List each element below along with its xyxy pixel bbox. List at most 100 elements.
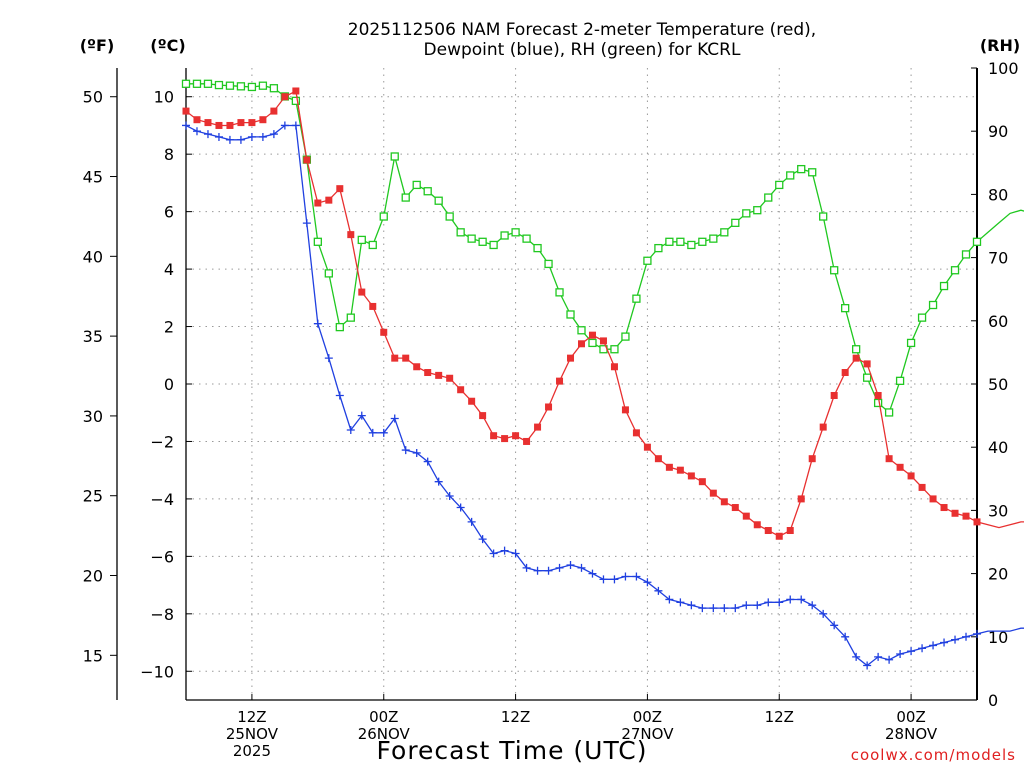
temperature-point <box>973 518 981 526</box>
rh-point <box>181 79 191 88</box>
temperature-point <box>259 116 267 124</box>
rh-point <box>917 313 927 322</box>
dewpoint-point <box>258 132 267 141</box>
temperature-point <box>182 107 190 115</box>
rh-point <box>192 79 202 88</box>
rh-point <box>775 180 784 190</box>
temperature-point <box>907 472 915 480</box>
x-tick-label: 26NOV <box>358 725 411 743</box>
chart-title-line2: Dewpoint (blue), RH (green) for KCRL <box>424 40 741 60</box>
celsius-tick-label: −10 <box>140 662 174 681</box>
temperature-point <box>753 521 761 529</box>
dewpoint-point <box>709 604 718 613</box>
rh-point <box>214 80 224 90</box>
temperature-point <box>643 443 651 451</box>
dewpoint-point <box>654 586 663 595</box>
rh-point <box>588 338 597 348</box>
dewpoint-point <box>401 446 410 455</box>
rh-point <box>884 408 894 417</box>
temperature-point <box>567 354 575 362</box>
rh-point <box>720 228 729 237</box>
rh-tick-label: 70 <box>988 249 1008 268</box>
temperature-point <box>226 121 234 129</box>
dewpoint-point <box>522 563 531 572</box>
celsius-tick-label: −6 <box>150 547 174 566</box>
rh-point <box>654 243 663 253</box>
rh-tick-label: 0 <box>988 691 998 710</box>
rh-point <box>895 376 905 385</box>
temperature-point <box>402 354 410 362</box>
celsius-unit-label: (ºC) <box>150 36 185 55</box>
dewpoint-point <box>346 425 355 434</box>
temperature-point <box>951 509 959 517</box>
rh-point <box>478 237 487 246</box>
temperature-point <box>687 472 695 480</box>
temperature-point <box>545 403 553 411</box>
celsius-tick-label: 4 <box>164 260 174 279</box>
temperature-point <box>698 478 706 486</box>
dewpoint-point <box>434 477 443 486</box>
temperature-point <box>468 397 476 405</box>
temperature-point <box>742 512 750 520</box>
rh-point <box>379 212 388 221</box>
temperature-point <box>556 377 564 385</box>
x-tick-label: 12Z <box>501 708 530 726</box>
temperature-point <box>347 231 355 239</box>
x-tick-label: 2025 <box>233 742 271 760</box>
dewpoint-point <box>775 598 784 607</box>
dewpoint-point <box>412 448 421 457</box>
temperature-series <box>182 87 1024 540</box>
rh-point <box>291 96 301 106</box>
rh-point <box>808 168 817 177</box>
temperature-point <box>819 423 827 431</box>
rh-point <box>390 152 399 161</box>
rh-point <box>434 196 443 205</box>
temperature-point <box>621 406 629 414</box>
temperature-point <box>852 354 860 362</box>
rh-point <box>797 164 806 174</box>
temperature-point <box>380 328 388 336</box>
dewpoint-point <box>302 219 311 228</box>
x-tick-label: 25NOV <box>226 725 279 743</box>
tick-labels: 1086420−2−4−6−8−105045403530252015010203… <box>83 59 1019 760</box>
dewpoint-point <box>390 414 399 423</box>
dewpoint-point <box>786 595 795 604</box>
rh-tick-label: 10 <box>988 628 1008 647</box>
temperature-point <box>841 369 849 377</box>
rh-unit-label: (RH) <box>980 36 1020 55</box>
dewpoint-point <box>291 121 300 130</box>
x-tick-label: 00Z <box>633 708 662 726</box>
rh-point <box>819 212 828 221</box>
temperature-point <box>709 489 717 497</box>
chart-title-line1: 2025112506 NAM Forecast 2-meter Temperat… <box>348 20 816 40</box>
temperature-point <box>731 504 739 512</box>
rh-point <box>412 180 421 190</box>
rh-point <box>665 237 674 246</box>
dewpoint-point <box>335 391 344 400</box>
celsius-tick-label: 8 <box>164 145 174 164</box>
temperature-point <box>391 354 399 362</box>
dewpoint-point <box>269 130 278 139</box>
temperature-point <box>479 412 487 420</box>
dewpoint-point <box>368 428 377 437</box>
rh-point <box>830 266 839 275</box>
dewpoint-point <box>544 566 553 575</box>
dewpoint-point <box>676 598 685 607</box>
temperature-point <box>512 432 520 440</box>
dewpoint-point <box>577 563 586 572</box>
rh-point <box>203 79 213 88</box>
dewpoint-point <box>863 661 872 670</box>
temperature-point <box>676 466 684 474</box>
dewpoint-point <box>929 641 938 650</box>
dewpoint-series <box>182 121 1024 670</box>
rh-point <box>621 332 630 341</box>
rh-point <box>423 187 432 196</box>
temperature-point <box>325 196 333 204</box>
dewpoint-point <box>610 575 619 584</box>
rh-tick-label: 60 <box>988 312 1008 331</box>
rh-point <box>764 193 773 202</box>
dewpoint-point <box>423 457 432 466</box>
axes <box>110 67 978 701</box>
fahrenheit-tick-label: 40 <box>83 247 103 266</box>
dewpoint-point <box>467 517 476 526</box>
